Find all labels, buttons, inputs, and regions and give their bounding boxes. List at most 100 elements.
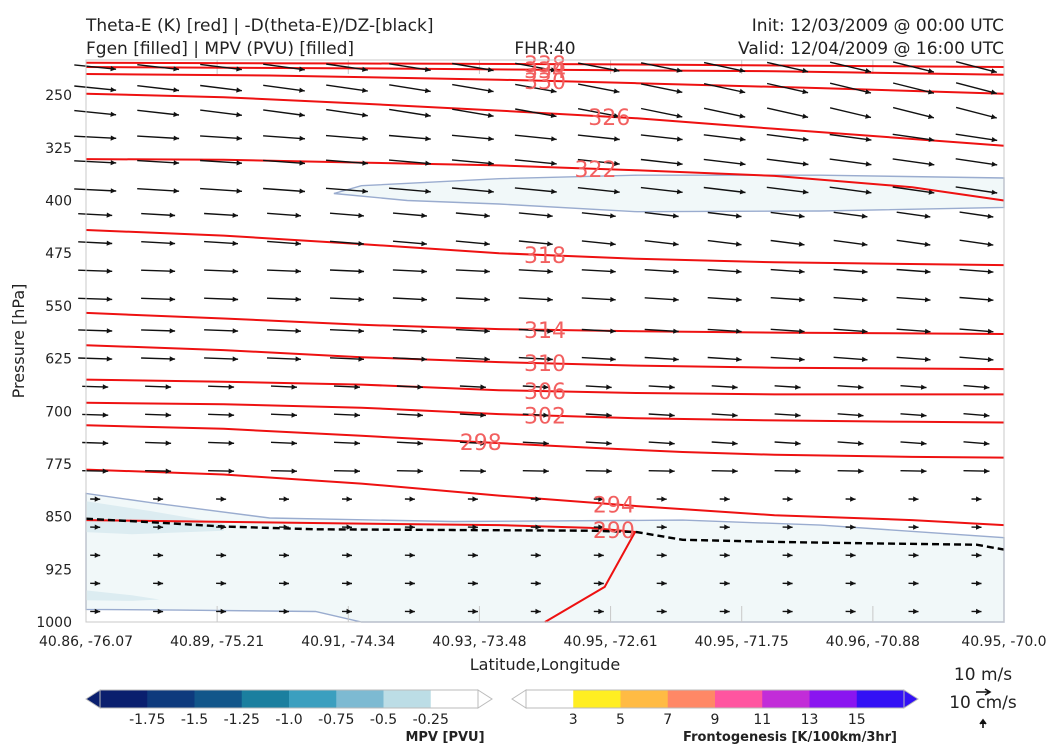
x-axis-label: Latitude,Longitude bbox=[470, 655, 621, 674]
wind-vector bbox=[896, 239, 931, 246]
wind-vector-head bbox=[232, 268, 239, 274]
x-tick-label: 40.96, -70.88 bbox=[826, 634, 920, 650]
wind-vector bbox=[959, 296, 994, 301]
wind-vector bbox=[892, 106, 935, 119]
y-tick-label: 850 bbox=[45, 510, 72, 526]
wind-vector-head bbox=[861, 213, 868, 219]
wind-vector bbox=[770, 356, 805, 361]
wind-vector-head bbox=[802, 136, 809, 142]
theta-e-label-290: 290 bbox=[593, 519, 635, 544]
wind-vector-head bbox=[669, 440, 675, 446]
colorbar-swatch bbox=[100, 690, 148, 708]
theta-e-label-298: 298 bbox=[460, 431, 502, 456]
wind-vector-head bbox=[928, 136, 935, 142]
wind-vector-head bbox=[991, 137, 998, 143]
colorbar-swatch bbox=[667, 690, 716, 708]
colorbar-tick-label: 15 bbox=[848, 712, 866, 728]
wind-vector-head bbox=[610, 356, 616, 362]
wind-vector-head bbox=[987, 328, 994, 334]
wind-vector-head bbox=[724, 496, 730, 502]
theta-e-label-314: 314 bbox=[524, 319, 566, 344]
y-tick-label: 1000 bbox=[36, 615, 72, 631]
wind-vector-head bbox=[295, 240, 301, 247]
wind-vector-head bbox=[676, 113, 683, 119]
theta-e-contour-322 bbox=[85, 158, 1005, 202]
wind-vector bbox=[707, 239, 742, 246]
wind-vector-head bbox=[362, 188, 368, 194]
wind-vector bbox=[766, 61, 809, 73]
theta-e-contour-294 bbox=[85, 468, 1005, 527]
wind-vector bbox=[204, 357, 239, 360]
vector-key-horizontal-label: 10 m/s bbox=[954, 665, 1012, 685]
wind-vector bbox=[329, 357, 365, 360]
wind-vector-head bbox=[157, 552, 164, 558]
wind-vector bbox=[267, 212, 302, 217]
wind-vector bbox=[326, 108, 368, 117]
wind-vector bbox=[388, 159, 431, 165]
wind-vector bbox=[644, 297, 679, 301]
wind-vector-head bbox=[676, 67, 683, 73]
wind-vector-head bbox=[232, 212, 238, 218]
wind-vector bbox=[141, 241, 176, 245]
wind-vector-head bbox=[865, 189, 872, 195]
wind-vector-head bbox=[236, 87, 242, 93]
x-tick-label: 40.95, -72.61 bbox=[564, 634, 658, 650]
wind-vector-head bbox=[346, 608, 352, 615]
wind-vector bbox=[892, 133, 935, 141]
wind-vector bbox=[141, 269, 176, 272]
wind-vector bbox=[388, 134, 431, 140]
colorbar-swatch bbox=[715, 690, 763, 708]
wind-vector-head bbox=[924, 356, 931, 362]
wind-vector-head bbox=[173, 188, 180, 194]
wind-vector bbox=[514, 187, 557, 193]
wind-vector-head bbox=[102, 440, 109, 446]
wind-vector-head bbox=[987, 297, 994, 303]
wind-vector bbox=[770, 297, 805, 301]
wind-vector bbox=[325, 134, 368, 140]
wind-vector-head bbox=[787, 496, 793, 502]
theta-e-label-306: 306 bbox=[524, 380, 566, 405]
colorbar-swatch bbox=[620, 690, 669, 708]
wind-vector-head bbox=[861, 269, 868, 275]
wind-vector bbox=[141, 297, 176, 301]
wind-vector-head bbox=[920, 412, 927, 418]
wind-vector-head bbox=[991, 161, 998, 167]
wind-vector-head bbox=[165, 468, 172, 474]
wind-vector-head bbox=[802, 189, 809, 195]
wind-vector bbox=[577, 134, 620, 141]
wind-vector bbox=[204, 240, 239, 245]
wind-vector-head bbox=[362, 66, 368, 72]
colorbar-swatch bbox=[762, 690, 810, 708]
colorbar-tick-label: 5 bbox=[616, 712, 625, 728]
colorbar-swatch bbox=[573, 690, 621, 708]
wind-vector bbox=[137, 64, 180, 71]
wind-vector-head bbox=[606, 412, 612, 418]
wind-vector-head bbox=[487, 112, 494, 118]
wind-vector-head bbox=[417, 468, 423, 474]
wind-vector bbox=[329, 212, 364, 217]
wind-vector bbox=[141, 212, 176, 217]
wind-vector bbox=[707, 211, 742, 218]
theta-e-contour-layer bbox=[85, 61, 1005, 623]
wind-vector-head bbox=[425, 136, 431, 142]
wind-vector-head bbox=[409, 552, 415, 558]
wind-vector-head bbox=[102, 468, 109, 474]
wind-vector-head bbox=[484, 328, 490, 334]
wind-vector-head bbox=[236, 188, 242, 194]
theta-e-label-330: 330 bbox=[524, 70, 566, 95]
colorbar-tip-right bbox=[903, 689, 919, 709]
wind-vector-head bbox=[283, 524, 289, 530]
wind-vector bbox=[518, 356, 553, 361]
wind-vector-head bbox=[987, 269, 994, 275]
wind-vector-head bbox=[928, 161, 935, 167]
wind-vector-head bbox=[924, 241, 931, 247]
valid-time: Valid: 12/04/2009 @ 16:00 UTC bbox=[738, 39, 1004, 59]
wind-vector bbox=[703, 186, 746, 194]
wind-vector-head bbox=[169, 328, 176, 334]
wind-vector bbox=[263, 187, 306, 193]
title-line-2: Fgen [filled] | MPV (PVU) [filled] bbox=[86, 39, 354, 59]
wind-vector-head bbox=[850, 524, 856, 530]
wind-vector bbox=[451, 159, 494, 165]
